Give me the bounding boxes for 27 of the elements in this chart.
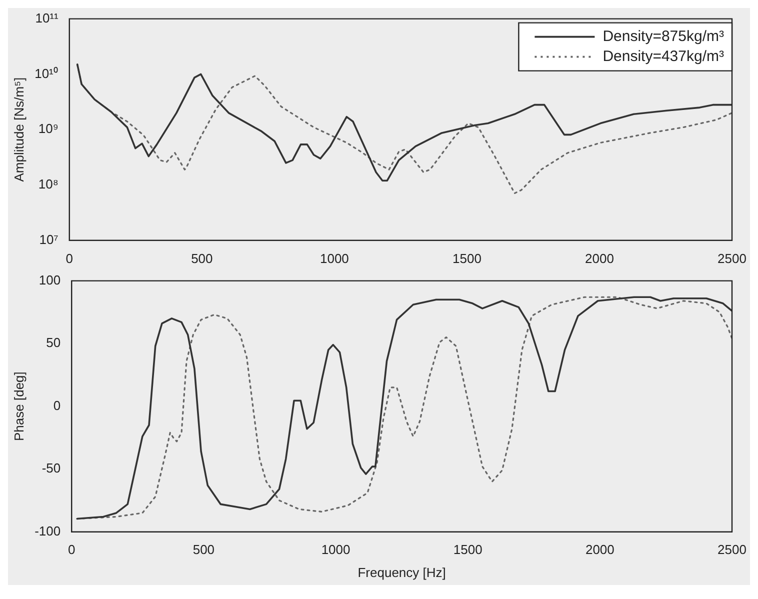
y-tick-label: 100	[38, 272, 61, 288]
x-tick-label: 500	[192, 542, 215, 558]
x-tick-label: 1500	[453, 542, 482, 558]
y-tick-label: -50	[42, 460, 61, 476]
x-tick-label: 0	[68, 542, 76, 558]
y-tick-label: 10⁷	[39, 232, 59, 247]
x-tick-label: 1500	[452, 250, 482, 266]
y-tick-label: -100	[34, 523, 61, 538]
y-tick-label: 0	[53, 398, 61, 413]
x-tick-label: 2000	[585, 250, 614, 266]
x-tick-label: 1000	[320, 250, 349, 266]
y-axis-title: Amplitude [Ns/m⁵]	[11, 77, 26, 182]
legend-label: Density=437kg/m³	[602, 48, 724, 65]
x-tick-label: 0	[66, 250, 74, 266]
legend-label: Density=875kg/m³	[602, 28, 724, 45]
x-axis-title: Frequency [Hz]	[358, 564, 446, 580]
y-tick-label: 10¹¹	[35, 10, 60, 26]
x-tick-label: 1000	[321, 542, 350, 558]
y-tick-label: 10⁹	[38, 121, 58, 136]
y-tick-label: 10¹⁰	[34, 66, 58, 81]
y-tick-label: 10⁸	[38, 176, 58, 192]
x-tick-label: 500	[191, 250, 213, 266]
y-tick-label: 50	[46, 335, 61, 350]
x-tick-label: 2500	[718, 250, 746, 266]
x-tick-label: 2000	[585, 542, 614, 558]
y-axis-title: Phase [deg]	[11, 372, 26, 441]
x-tick-label: 2500	[718, 542, 746, 558]
